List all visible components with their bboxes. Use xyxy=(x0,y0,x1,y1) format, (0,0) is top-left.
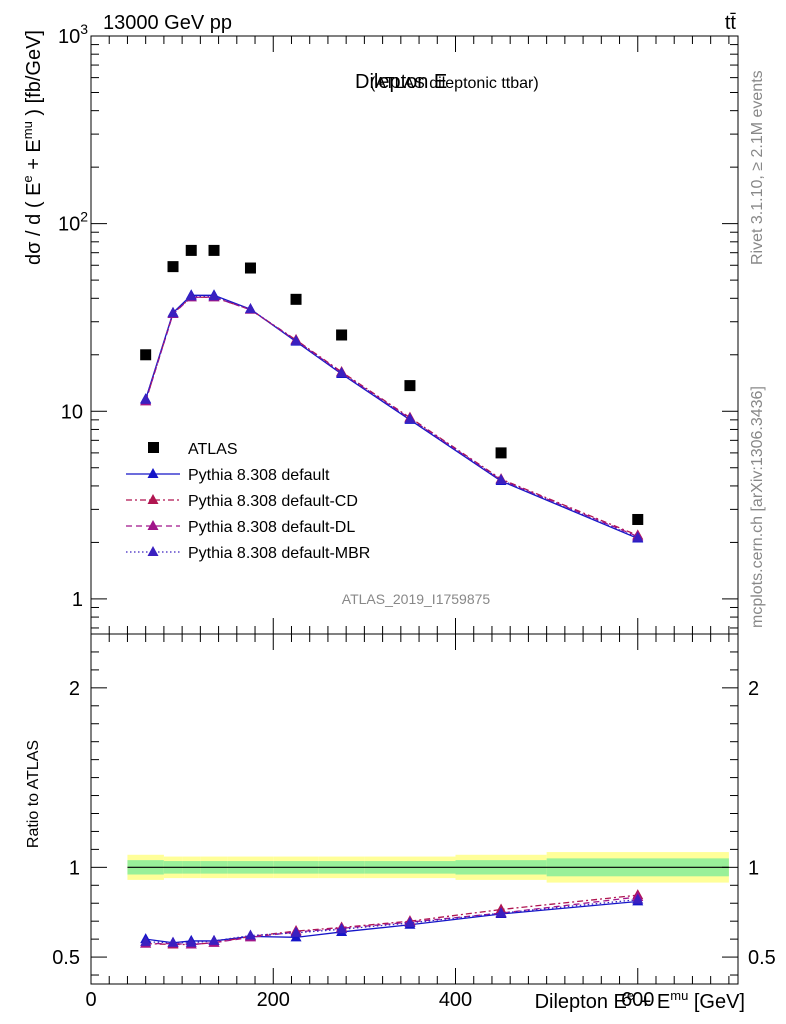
data-point-atlas xyxy=(632,513,644,525)
legend-marker xyxy=(147,468,159,478)
ratio-frame xyxy=(90,633,739,985)
chart-title: Dilepton E xyxy=(355,71,447,93)
data-point-atlas xyxy=(208,244,220,256)
rivet-label: Rivet 3.1.10, ≥ 2.1M events xyxy=(749,70,766,265)
y-tick-label-main: 103 xyxy=(58,21,88,48)
data-point-atlas xyxy=(404,380,416,392)
data-point xyxy=(632,531,644,542)
legend-marker xyxy=(147,520,159,530)
x-tick-label: 400 xyxy=(439,989,472,1011)
xlabel-sup-mu: mu xyxy=(670,988,688,1003)
legend-label: Pythia 8.308 default xyxy=(188,467,330,484)
x-tick-label: 200 xyxy=(257,989,290,1011)
data-point-atlas xyxy=(495,447,507,459)
x-tick-label: 0 xyxy=(85,989,96,1011)
legend-marker xyxy=(147,546,159,556)
y-tick-label-ratio: 2 xyxy=(69,678,80,700)
data-point xyxy=(185,290,197,301)
ratio-point xyxy=(244,929,256,940)
legend-label: Pythia 8.308 default-CD xyxy=(188,493,358,510)
series-line xyxy=(145,296,639,536)
ratio-point xyxy=(404,916,416,927)
data-point-atlas xyxy=(185,244,197,256)
analysis-watermark: ATLAS_2019_I1759875 xyxy=(342,591,491,607)
ratio-series-line xyxy=(145,900,638,944)
ratio-point xyxy=(632,893,644,904)
y-tick-label-ratio-right: 2 xyxy=(748,678,759,700)
y-tick-label-ratio-right: 0.5 xyxy=(748,947,776,969)
data-point xyxy=(404,412,416,423)
ratio-series-line xyxy=(145,894,638,946)
data-point xyxy=(167,307,179,318)
xlabel-part-c: [GeV] xyxy=(688,991,745,1013)
ratio-series-line xyxy=(145,898,638,944)
ratio-point xyxy=(290,926,302,937)
data-point xyxy=(140,393,152,404)
ylabel-part-b: + E xyxy=(23,139,45,175)
series-line xyxy=(145,295,639,539)
legend-label: Pythia 8.308 default-DL xyxy=(188,519,355,536)
data-point xyxy=(336,366,348,377)
header-left: 13000 GeV pp xyxy=(103,12,232,34)
ratio-point xyxy=(167,936,179,947)
chart-subtitle: (ATLAS dileptonic ttbar) xyxy=(370,75,539,92)
xlabel-part-a: Dilepton E xyxy=(535,991,627,1013)
ratio-series-line xyxy=(145,896,638,946)
x-tick-label: 600 xyxy=(621,989,654,1011)
y-tick-label-ratio: 1 xyxy=(69,857,80,879)
x-axis-label: Dilepton Ee + Emu [GeV] xyxy=(535,988,745,1013)
legend-label: ATLAS xyxy=(188,441,238,458)
legend-marker xyxy=(147,494,159,504)
ratio-series-pythia-8-308-default-mbr xyxy=(140,893,644,947)
data-point xyxy=(495,474,507,485)
y-axis-label-ratio: Ratio to ATLAS xyxy=(25,740,42,848)
ylabel-part-c: ) [fb/GeV] xyxy=(23,30,45,121)
series-pythia-8-308-default-mbr xyxy=(140,290,644,542)
ratio-point xyxy=(140,935,152,946)
y-tick-label-main: 102 xyxy=(58,209,88,236)
ratio-point xyxy=(208,934,220,945)
y-tick-label-ratio-right: 1 xyxy=(748,857,759,879)
ratio-point xyxy=(495,907,507,918)
legend-marker-atlas xyxy=(148,442,159,453)
data-point-atlas xyxy=(290,293,302,305)
y-tick-label-main: 1 xyxy=(72,589,83,611)
header-right: tt̄ xyxy=(725,12,737,34)
data-point-atlas xyxy=(167,261,179,273)
mcplots-label: mcplots.cern.ch [arXiv:1306.3436] xyxy=(749,386,766,628)
data-point xyxy=(244,303,256,314)
ylabel-part-a: dσ / d ( E xyxy=(23,183,45,265)
y-tick-label-main: 10 xyxy=(61,401,83,423)
ylabel-sup-e: e xyxy=(20,175,35,182)
series-atlas xyxy=(140,244,644,525)
data-point-atlas xyxy=(140,349,152,361)
xlabel-part-b: + E xyxy=(634,991,670,1013)
data-point-atlas xyxy=(336,329,348,341)
y-axis-label-main: dσ / d ( Ee + Emu ) [fb/GeV] xyxy=(20,30,45,265)
y-tick-label-ratio: 0.5 xyxy=(52,947,80,969)
data-point-atlas xyxy=(244,262,256,274)
legend: ATLAS Pythia 8.308 default Pythia 8.308 de… xyxy=(126,441,370,562)
legend-label: Pythia 8.308 default-MBR xyxy=(188,545,370,562)
data-point xyxy=(290,334,302,345)
ratio-point xyxy=(336,923,348,934)
ylabel-sup-mu: mu xyxy=(20,121,35,139)
data-point xyxy=(208,290,220,301)
xlabel-sup-e: e xyxy=(627,988,634,1003)
ratio-panel: 0 200 400 600 0.5 0.5 1 1 2 2 Ratio to ATLAS Dile… xyxy=(25,633,776,1013)
ratio-point xyxy=(185,936,197,947)
main-panel: 1 10 102 103 Dilepton E (ATLAS dileptonic t… xyxy=(20,21,739,635)
